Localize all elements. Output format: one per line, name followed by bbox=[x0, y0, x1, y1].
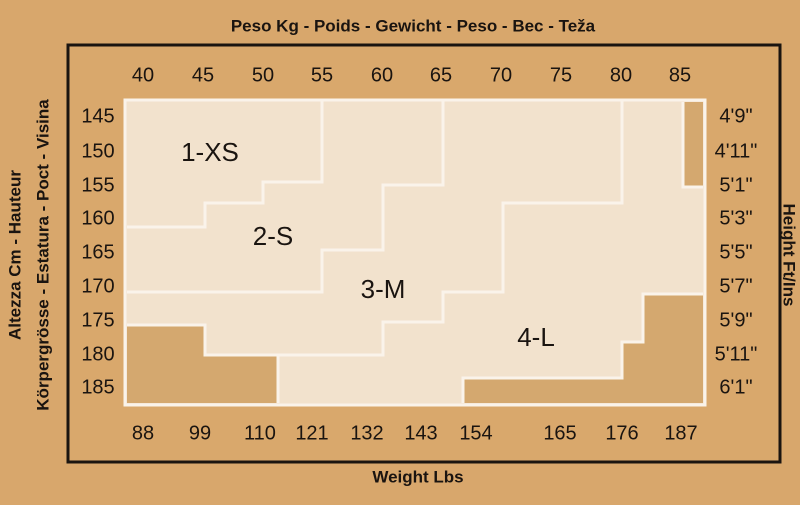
lbs-label: 99 bbox=[189, 422, 211, 444]
cm-label: 145 bbox=[81, 105, 114, 127]
lbs-label: 110 bbox=[244, 422, 276, 444]
ft-label: 5'1" bbox=[719, 174, 752, 196]
lbs-label: 121 bbox=[295, 422, 328, 444]
size-label: 4-L bbox=[517, 322, 555, 352]
kg-label: 80 bbox=[610, 64, 632, 86]
kg-label: 40 bbox=[132, 64, 154, 86]
excluded-area bbox=[683, 102, 703, 187]
cm-label: 170 bbox=[81, 275, 114, 297]
ft-label: 4'11" bbox=[715, 140, 758, 162]
right-label: Height Ft/Ins bbox=[780, 204, 799, 307]
size-boundaries bbox=[127, 101, 703, 403]
kg-label: 60 bbox=[371, 64, 393, 86]
ft-label: 5'9" bbox=[719, 309, 752, 331]
ft-label: 5'11" bbox=[715, 343, 758, 365]
lbs-label: 143 bbox=[404, 422, 437, 444]
ft-label: 5'5" bbox=[719, 241, 752, 263]
excluded-area bbox=[127, 325, 205, 403]
cm-label: 155 bbox=[81, 174, 114, 196]
kg-label: 75 bbox=[550, 64, 572, 86]
excluded-area bbox=[463, 378, 622, 403]
lbs-label: 132 bbox=[350, 422, 383, 444]
kg-label: 70 bbox=[490, 64, 512, 86]
left-label: Altezza Cm - Hauteur bbox=[5, 170, 24, 340]
boundary bbox=[127, 101, 445, 294]
ft-label: 5'3" bbox=[719, 207, 752, 229]
footer-title: Weight Lbs bbox=[372, 467, 463, 486]
ft-label: 5'7" bbox=[719, 275, 752, 297]
lbs-label: 165 bbox=[543, 422, 576, 444]
lbs-label: 88 bbox=[132, 422, 154, 444]
lbs-label: 154 bbox=[459, 422, 492, 444]
kg-label: 55 bbox=[311, 64, 333, 86]
cm-label: 160 bbox=[81, 207, 114, 229]
boundary bbox=[127, 101, 324, 229]
cm-label: 185 bbox=[81, 376, 114, 398]
excluded-area bbox=[205, 355, 278, 403]
header-title: Peso Kg - Poids - Gewicht - Peso - Bec -… bbox=[231, 16, 596, 35]
boundary bbox=[681, 102, 703, 189]
cm-label: 180 bbox=[81, 343, 114, 365]
ft-label: 6'1" bbox=[719, 376, 752, 398]
size-label: 3-M bbox=[361, 274, 406, 304]
boundary bbox=[127, 101, 624, 357]
cm-label: 175 bbox=[81, 309, 114, 331]
lbs-label: 187 bbox=[664, 422, 697, 444]
boundary bbox=[461, 292, 703, 403]
size-label: 2-S bbox=[253, 221, 293, 251]
kg-label: 45 bbox=[192, 64, 214, 86]
left-label: Körpergrösse - Estatura - Poct - Visina bbox=[33, 99, 52, 411]
kg-label: 65 bbox=[430, 64, 452, 86]
lbs-label: 176 bbox=[605, 422, 638, 444]
kg-label: 50 bbox=[252, 64, 274, 86]
ft-label: 4'9" bbox=[719, 105, 752, 127]
excluded-area bbox=[643, 294, 703, 403]
size-label: 1-XS bbox=[181, 137, 239, 167]
cm-label: 165 bbox=[81, 241, 114, 263]
kg-label: 85 bbox=[669, 64, 691, 86]
excluded-area bbox=[622, 342, 643, 403]
excluded-areas bbox=[127, 102, 703, 403]
cm-label: 150 bbox=[81, 140, 114, 162]
